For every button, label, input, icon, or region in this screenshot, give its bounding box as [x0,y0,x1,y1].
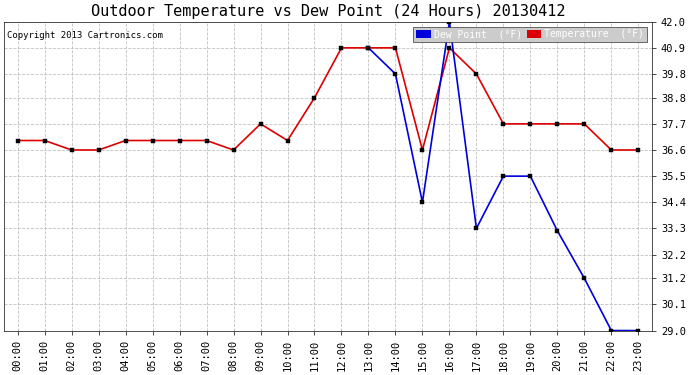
Title: Outdoor Temperature vs Dew Point (24 Hours) 20130412: Outdoor Temperature vs Dew Point (24 Hou… [91,4,565,19]
Legend: Dew Point  (°F), Temperature  (°F): Dew Point (°F), Temperature (°F) [413,27,647,42]
Text: Copyright 2013 Cartronics.com: Copyright 2013 Cartronics.com [8,31,164,40]
